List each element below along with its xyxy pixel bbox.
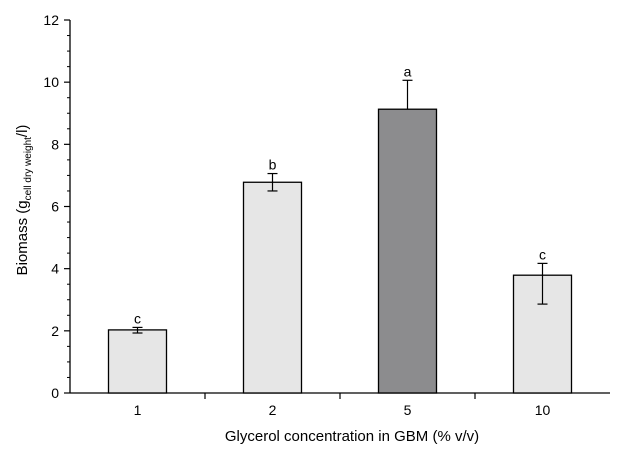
y-tick-label: 4 <box>51 261 59 277</box>
bar <box>107 329 168 394</box>
x-tick-label: 10 <box>535 402 551 418</box>
bar <box>377 108 438 394</box>
y-axis-title: Biomass (gcell dry weight/l) <box>14 125 34 276</box>
y-axis-title-subscript: cell dry weight <box>23 137 34 201</box>
y-tick-label: 8 <box>51 136 59 152</box>
y-tick-label: 12 <box>43 12 59 28</box>
bars: c b a c <box>107 63 573 394</box>
y-tick-label: 6 <box>51 199 59 215</box>
y-axis: 0 2 4 6 8 10 12 <box>43 12 71 401</box>
x-axis-title: Glycerol concentration in GBM (% v/v) <box>225 428 479 445</box>
x-axis: 1 2 5 10 <box>70 392 610 418</box>
significance-label: a <box>404 63 412 79</box>
x-tick-label: 5 <box>404 402 412 418</box>
y-axis-title-suffix: /l) <box>14 125 31 138</box>
y-tick-label: 10 <box>43 74 59 90</box>
x-tick-label: 1 <box>134 402 142 418</box>
x-tick-label: 2 <box>269 402 277 418</box>
significance-label: c <box>134 310 141 326</box>
y-axis-title-prefix: Biomass (g <box>14 200 31 275</box>
bar <box>242 181 303 394</box>
y-tick-label: 0 <box>51 385 59 401</box>
y-tick-label: 2 <box>51 323 59 339</box>
significance-label: b <box>269 157 277 173</box>
significance-label: c <box>539 246 546 262</box>
